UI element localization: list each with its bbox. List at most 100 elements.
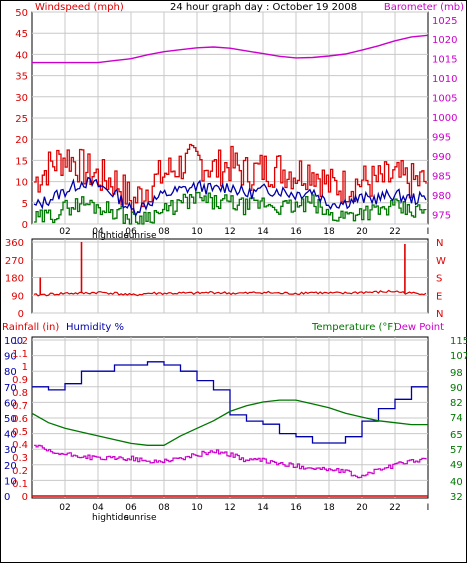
temperature-y-tick-label: 74 [450,413,463,424]
temperature-y-tick-label: 90 [450,383,463,394]
x-tick-label-bottom: 18 [323,503,335,513]
humidity-axis-label: Humidity % [66,322,124,333]
sunrise-marker-bottom: sunrise [124,513,157,523]
direction-axis-ticks: 0 90 180 270 360 [5,238,24,320]
direction-grid [32,239,428,314]
x-tick-label-top: 12 [224,227,235,237]
rainfall-axis-label: Rainfall (in) [2,322,59,333]
temperature-y-tick-label: 40 [450,477,463,488]
rainfall-y-tick-label: 1 [22,362,28,373]
wind-y-tick-label: 35 [15,72,28,83]
wind-low-line [34,191,427,225]
rainfall-y-tick-label: 0.8 [12,388,28,399]
barometer-y-tick-label: 990 [432,152,451,163]
compass-label: W [436,256,446,267]
barometer-axis-label: Barometer (mb) [384,2,464,13]
x-tick-label-bottom: 22 [389,503,400,513]
chart-title: 24 hour graph day : October 19 2008 [170,2,357,13]
wind-average-line [33,176,427,218]
wind-y-tick-label: 10 [15,178,28,189]
compass-label: N [436,238,443,249]
x-tick-label-bottom: 08 [158,503,170,513]
wind-y-tick-label: 50 [15,8,28,19]
dewpoint-axis-label: Dew Point [394,322,444,333]
temperature-y-tick-label: 65 [450,430,463,441]
wind-direction-line [33,289,427,297]
temperature-y-tick-label: 98 [450,368,463,379]
x-tick-label-top: 22 [389,227,400,237]
wind-y-tick-label: 40 [15,50,28,61]
rainfall-y-tick-label: 0.4 [12,440,28,451]
hightide-marker-top: hightide [92,231,129,241]
x-tick-label-top: 16 [290,227,302,237]
direction-y-tick-label: 90 [11,291,24,302]
compass-label: N [436,309,443,320]
barometer-y-tick-label: 995 [432,132,451,143]
bottom-grid [32,337,428,498]
direction-y-tick-label: 0 [18,309,24,320]
humidity-y-tick-label: 80 [4,367,17,378]
rainfall-y-tick-label: 0.5 [12,427,28,438]
rainfall-y-tick-label: 0.7 [12,401,28,412]
x-tick-label-top: 04 [92,227,104,237]
x-tick-label-top: 08 [158,227,170,237]
x-tick-label-bottom: 14 [257,503,269,513]
x-tick-label-top: I [427,227,430,237]
x-tick-label-top: 20 [356,227,368,237]
wind-axis-ticks: 0510152025303540455097598098599099510001… [15,8,457,231]
barometer-y-tick-label: 1025 [432,16,457,27]
temperature-y-tick-label: 82 [450,398,463,409]
rainfall-y-tick-label: 0.1 [12,479,28,490]
barometer-y-tick-label: 1005 [432,94,457,105]
dewpoint-line [34,444,427,479]
rainfall-y-tick-label: 0.3 [12,453,28,464]
x-tick-label-top: 06 [125,227,137,237]
x-axis-labels-top: 02 04 06 08 10 12 14 16 18 20 22 I [59,227,429,237]
humidity-y-tick-label: 0 [4,492,10,503]
x-tick-label-bottom: 02 [59,503,70,513]
compass-label: S [436,274,442,285]
barometer-y-tick-label: 1000 [432,113,457,124]
barometer-line [32,34,429,64]
humidity-y-tick-label: 40 [4,430,17,441]
direction-series [33,242,427,297]
humidity-y-tick-label: 60 [4,398,17,409]
wind-gust-line [34,143,427,213]
humidity-y-tick-label: 30 [4,445,17,456]
wind-y-tick-label: 30 [15,93,28,104]
rainfall-y-tick-label: 0.9 [12,375,28,386]
wind-y-tick-label: 25 [15,114,28,125]
humidity-y-tick-label: 70 [4,383,17,394]
wind-y-tick-label: 0 [22,220,28,231]
x-axis-labels-bottom: 02 04 06 08 10 12 14 16 18 20 22 I [59,503,429,513]
rainfall-y-tick-label: 1.2 [12,336,28,347]
rainfall-y-tick-label: 1.1 [12,349,28,360]
humidity-y-tick-label: 50 [4,414,17,425]
x-tick-label-bottom: 04 [92,503,104,513]
x-tick-label-bottom: 10 [191,503,203,513]
x-tick-label-bottom: 12 [224,503,235,513]
x-tick-label-bottom: 06 [125,503,137,513]
direction-y-tick-label: 270 [5,256,24,267]
temperature-y-tick-label: 57 [450,445,463,456]
temperature-line [31,399,428,446]
humidity-y-tick-label: 100 [4,336,23,347]
barometer-y-tick-label: 1020 [432,35,457,46]
humidity-y-tick-label: 20 [4,461,17,472]
rainfall-y-tick-label: 0.2 [12,466,28,477]
temperature-axis-label: Temperature (°F) [311,322,397,333]
direction-y-tick-label: 360 [5,238,24,249]
x-tick-label-bottom: I [427,503,430,513]
x-tick-label-top: 18 [323,227,335,237]
wind-y-tick-label: 45 [15,29,28,40]
x-tick-label-top: 10 [191,227,203,237]
x-tick-label-bottom: 16 [290,503,302,513]
barometer-y-tick-label: 1010 [432,74,457,85]
barometer-y-tick-label: 1015 [432,55,457,66]
direction-y-tick-label: 180 [5,274,24,285]
temperature-y-tick-label: 49 [450,460,463,471]
rainfall-y-tick-label: 0 [22,492,28,503]
x-tick-label-top: 14 [257,227,269,237]
